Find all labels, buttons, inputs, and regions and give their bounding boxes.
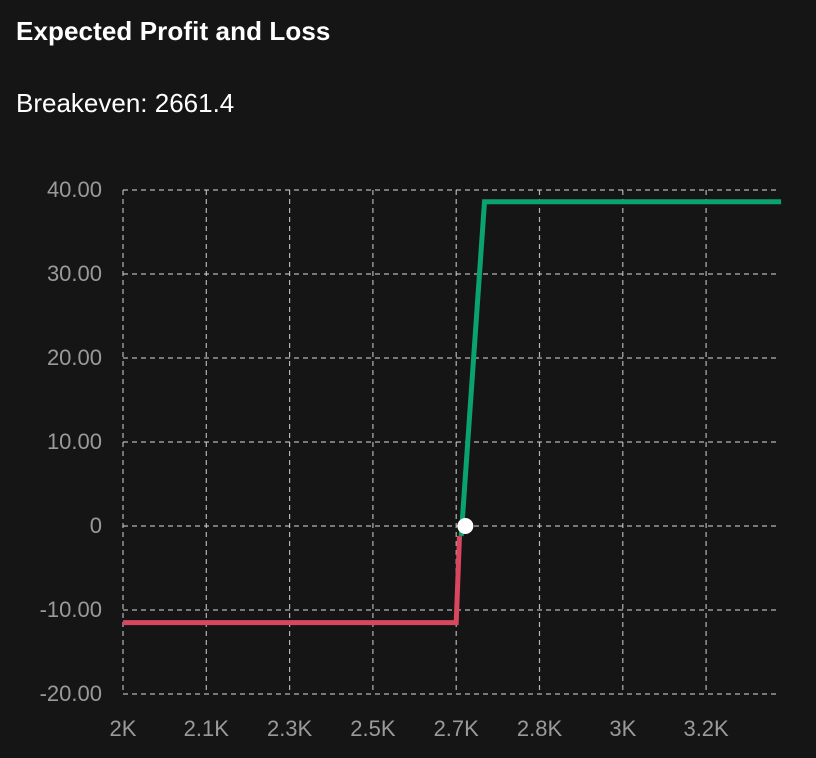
x-axis-ticks: 2K 2.1K 2.3K 2.5K 2.7K 2.8K 3K 3.2K (110, 716, 730, 741)
y-axis-ticks: 40.00 30.00 20.00 10.00 0 -10.00 -20.00 (40, 177, 102, 706)
y-tick-label: 0 (90, 513, 102, 538)
chart-title: Expected Profit and Loss (16, 16, 331, 46)
x-tick-label: 2.1K (184, 716, 230, 741)
breakeven-label: Breakeven: 2661.4 (16, 88, 235, 118)
x-tick-label: 2.8K (517, 716, 563, 741)
y-tick-label: -10.00 (40, 597, 102, 622)
y-tick-label: 20.00 (47, 345, 102, 370)
y-tick-label: -20.00 (40, 681, 102, 706)
x-tick-label: 3.2K (683, 716, 729, 741)
x-tick-label: 2.7K (434, 716, 480, 741)
series (123, 199, 782, 626)
x-tick-label: 2K (110, 716, 137, 741)
x-tick-label: 3K (609, 716, 636, 741)
grid (122, 189, 778, 695)
breakeven-point (457, 518, 474, 534)
y-tick-label: 30.00 (47, 261, 102, 286)
x-tick-label: 2.3K (267, 716, 313, 741)
profit-line (458, 199, 782, 537)
markers (457, 518, 474, 534)
y-tick-label: 40.00 (47, 177, 102, 202)
y-tick-label: 10.00 (47, 429, 102, 454)
x-tick-label: 2.5K (350, 716, 396, 741)
loss-line (123, 536, 462, 626)
